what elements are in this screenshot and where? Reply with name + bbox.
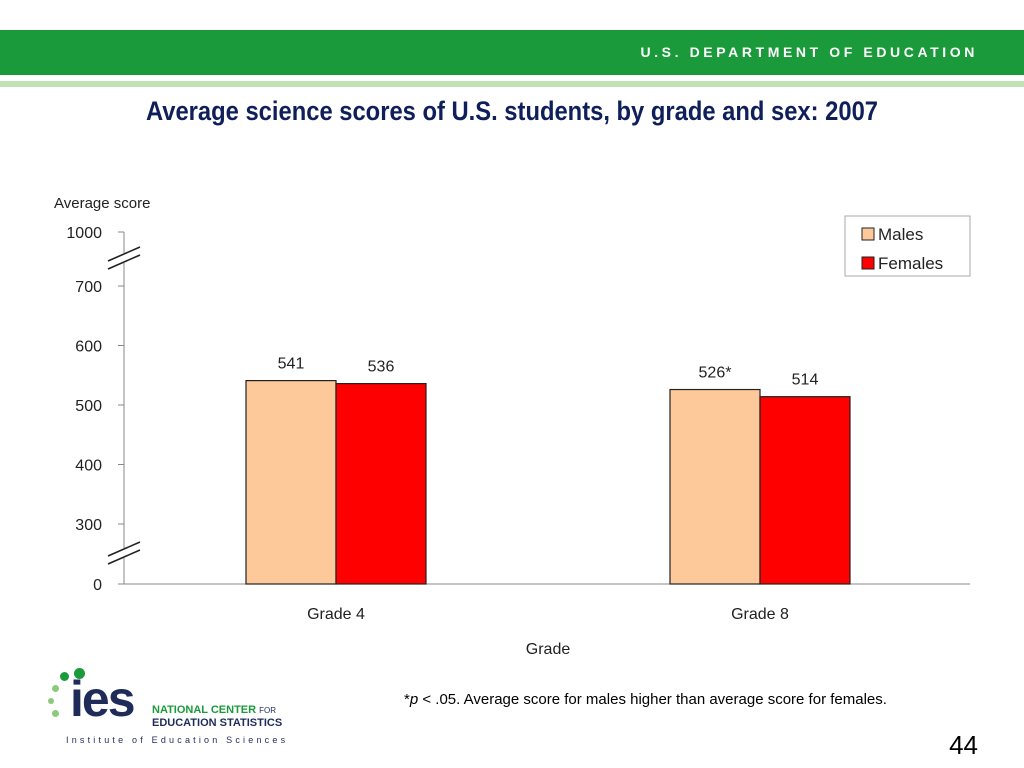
bar-value-label: 541 bbox=[278, 356, 305, 373]
top-margin bbox=[0, 0, 1024, 30]
header-stripe-white bbox=[0, 75, 1024, 81]
logo-dot bbox=[74, 668, 85, 679]
header-stripe-light-green bbox=[0, 81, 1024, 87]
logo-line1: NATIONAL CENTER FOR bbox=[152, 704, 276, 716]
logo-line1-small: FOR bbox=[259, 706, 277, 715]
x-axis-title: Grade bbox=[526, 641, 571, 658]
axis-break-mark bbox=[107, 254, 141, 270]
bar-females bbox=[335, 382, 427, 585]
y-tick-label: 1000 bbox=[66, 225, 102, 242]
x-category-label: Grade 8 bbox=[731, 606, 789, 623]
slide-title: Average science scores of U.S. students,… bbox=[145, 96, 879, 126]
y-tick-label: 600 bbox=[75, 339, 102, 356]
y-tick-label: 500 bbox=[75, 398, 102, 415]
logo-mark: ies bbox=[70, 671, 136, 727]
axis-break-mark bbox=[107, 246, 141, 262]
bar-value-label: 536 bbox=[368, 359, 395, 376]
y-tick-label: 300 bbox=[75, 517, 102, 534]
logo-dot bbox=[52, 710, 59, 717]
footnote: *p < .05. Average score for males higher… bbox=[404, 690, 984, 710]
y-axis-title: Average score bbox=[54, 195, 150, 212]
y-tick-label: 0 bbox=[93, 577, 102, 594]
department-label: U.S. DEPARTMENT OF EDUCATION bbox=[640, 44, 978, 60]
bar-males bbox=[245, 380, 337, 585]
bar-males bbox=[669, 388, 761, 585]
legend-swatch-males bbox=[861, 227, 875, 241]
logo-line2: EDUCATION STATISTICS bbox=[152, 717, 283, 729]
footnote-p: p bbox=[409, 691, 419, 708]
logo-line1-main: NATIONAL CENTER bbox=[152, 704, 257, 716]
page-number: 44 bbox=[949, 730, 978, 760]
axis-break-mark bbox=[107, 541, 141, 557]
axis-break-gap bbox=[118, 253, 130, 263]
logo-dot bbox=[60, 672, 69, 681]
x-category-label: Grade 4 bbox=[307, 606, 365, 623]
bar-females bbox=[759, 396, 851, 585]
axis-break-gap bbox=[118, 548, 130, 558]
footnote-star: * bbox=[404, 691, 410, 708]
legend-swatch-females bbox=[861, 256, 875, 270]
logo-tagline: Institute of Education Sciences bbox=[66, 735, 289, 745]
logo-dot bbox=[52, 685, 59, 692]
legend-label-females: Females bbox=[878, 254, 943, 273]
bar-value-label: 514 bbox=[792, 372, 819, 389]
logo-dot bbox=[48, 698, 54, 704]
legend-label-males: Males bbox=[878, 225, 923, 244]
y-tick-label: 700 bbox=[75, 279, 102, 296]
y-tick-label: 400 bbox=[75, 458, 102, 475]
bar-value-label: 526* bbox=[699, 365, 732, 382]
ies-logo: ies NATIONAL CENTER FOR EDUCATION STATIS… bbox=[48, 668, 308, 748]
axis-break-mark bbox=[107, 549, 141, 565]
footnote-text: < .05. Average score for males higher th… bbox=[418, 691, 887, 708]
header-band: U.S. DEPARTMENT OF EDUCATION bbox=[0, 30, 1024, 75]
